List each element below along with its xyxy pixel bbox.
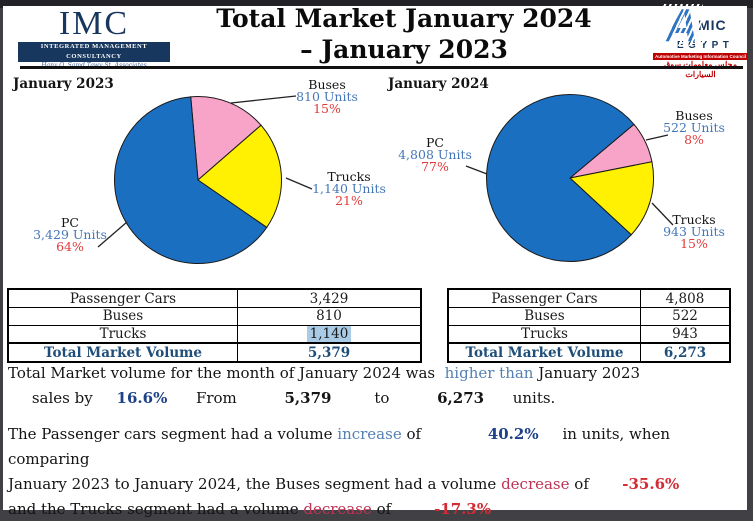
table-total-value: 5,379 [237, 342, 420, 362]
title-line-1: Total Market January 2024 [216, 4, 592, 33]
table-value: 522 [640, 306, 729, 325]
chart-caption-2024: January 2024 [388, 76, 489, 92]
page-title: Total Market January 2024 – January 2023 [178, 3, 630, 65]
callout-buses-2024: Buses 522 Units 8% [663, 108, 725, 147]
amic-council-strip: Automotive Marketing Information Council [653, 53, 748, 60]
callout-pc-2023: PC 3,429 Units 64% [33, 215, 107, 254]
callout-pc-2024: PC 4,808 Units 77% [398, 135, 472, 174]
table-label: Buses [9, 306, 237, 325]
table-value: 810 [237, 306, 420, 325]
volume-table-2024: Passenger Cars 4,808 Buses 522 Trucks 94… [447, 288, 731, 364]
summary-paragraph-segments: The Passenger cars segment had a volume … [8, 425, 680, 518]
amic-mic-text: MIC [698, 17, 727, 33]
table-value: 943 [640, 324, 729, 343]
pie-chart-2024 [486, 94, 654, 262]
chart-caption-2023: January 2023 [13, 76, 114, 92]
table-total-value: 6,273 [640, 342, 729, 362]
table-label: Trucks [9, 324, 237, 343]
callout-trucks-2023: Trucks 1,140 Units 21% [312, 169, 386, 208]
pie-chart-2023 [114, 96, 282, 264]
report-page [3, 6, 747, 510]
summary-paragraph-total: Total Market volume for the month of Jan… [8, 364, 641, 407]
selected-cell-value[interactable]: 1,140 [306, 326, 352, 343]
volume-table-2023: Passenger Cars 3,429 Buses 810 Trucks 1,… [7, 288, 422, 364]
title-line-2: – January 2023 [300, 35, 508, 64]
pie-slice-buses [190, 96, 262, 182]
table-label: Trucks [449, 324, 640, 343]
amic-striped-a-icon: A [661, 2, 703, 48]
imc-logo: IMC Integrated Management Consultancy Ha… [18, 7, 170, 70]
amic-arabic-text: مجلس معلومات سوق السيارات [664, 60, 737, 79]
table-value: 3,429 [237, 290, 420, 307]
imc-name-bar: Integrated Management Consultancy [18, 42, 170, 62]
callout-trucks-2024: Trucks 943 Units 15% [663, 212, 725, 251]
pie-slice-trucks [197, 124, 282, 229]
table-label: Passenger Cars [491, 290, 598, 307]
pie-slice-trucks [568, 161, 654, 236]
imc-tagline: Hany O. Samd Tawy St. Associates [18, 62, 170, 70]
amic-egypt-logo: A MIC EGYPT Automotive Marketing Informa… [653, 2, 748, 80]
callout-buses-2023: Buses 810 Units 15% [296, 77, 358, 116]
table-total-label: Total Market Volume [449, 342, 640, 361]
pie-slice-pc [486, 94, 635, 262]
table-label: Passenger Cars [69, 290, 177, 307]
imc-acronym: IMC [58, 5, 130, 42]
table-value: 4,808 [640, 290, 729, 307]
header-divider [20, 66, 743, 69]
table-label: Buses [449, 306, 640, 325]
table-total-label: Total Market Volume [9, 342, 237, 361]
table-value-highlighted: 1,140 [237, 324, 420, 343]
